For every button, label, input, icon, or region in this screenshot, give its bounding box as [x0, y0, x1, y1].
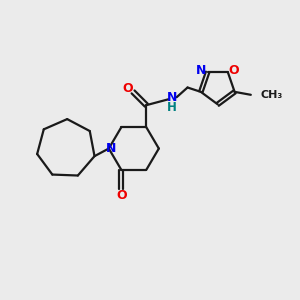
Text: O: O [122, 82, 133, 95]
Text: O: O [116, 189, 127, 202]
Text: N: N [167, 91, 177, 104]
Text: H: H [167, 101, 177, 114]
Text: N: N [196, 64, 206, 77]
Text: O: O [228, 64, 239, 77]
Text: N: N [106, 142, 116, 155]
Text: CH₃: CH₃ [260, 90, 283, 100]
